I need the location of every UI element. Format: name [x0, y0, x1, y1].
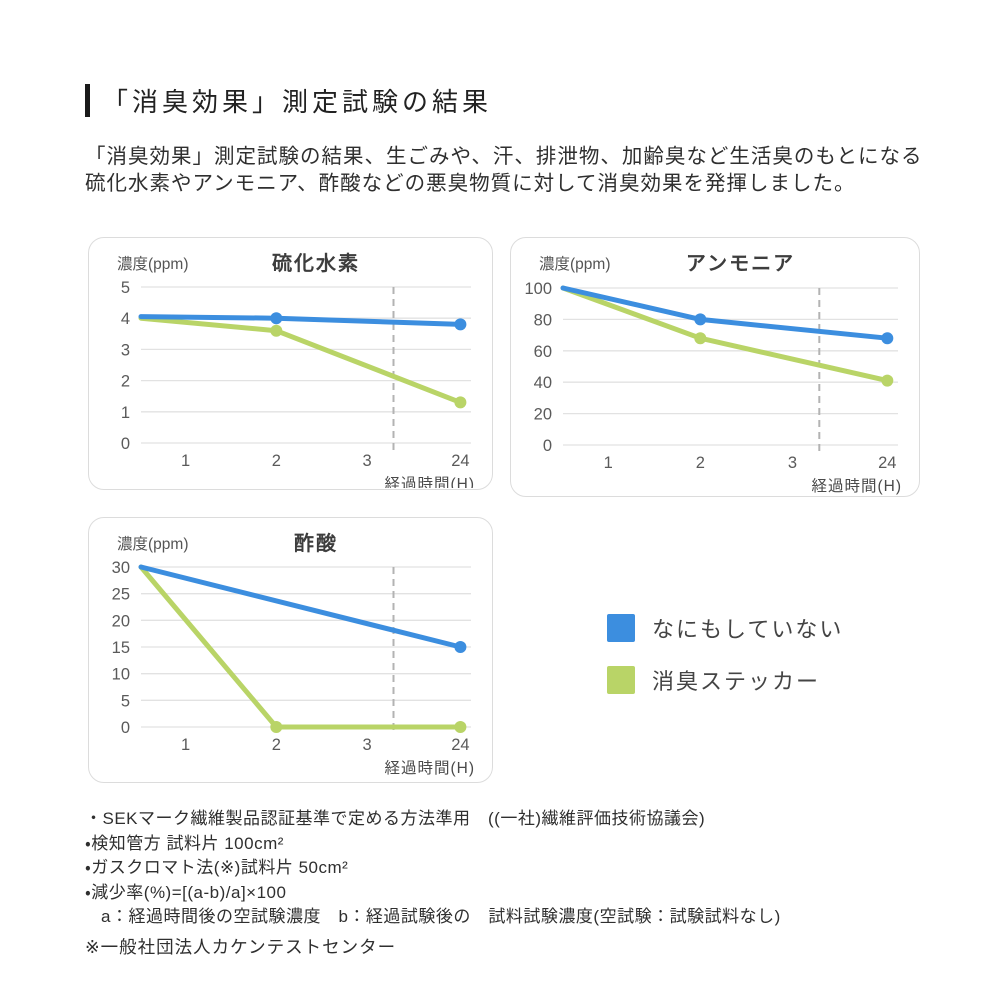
series-line [138, 564, 463, 650]
y-tick-label: 20 [534, 406, 552, 424]
chart-panel-hydrogen-sulfide: 5 4 3 2 1 0 1 2 3 24 濃度(ppm) 硫化水素経過時間(H) [88, 237, 493, 490]
page-header: 「消臭効果」測定試験の結果 [85, 82, 492, 119]
data-point-marker [881, 332, 894, 345]
x-tick-label: 1 [181, 736, 190, 754]
y-axis-unit-label: 濃度(ppm) [117, 535, 188, 553]
x-tick-label: 1 [181, 452, 190, 470]
y-tick-label: 2 [121, 373, 130, 391]
data-point-marker [454, 396, 467, 409]
chart-title: 硫化水素 [272, 251, 360, 275]
y-tick-label: 60 [534, 343, 552, 361]
chart-title: 酢酸 [294, 531, 338, 555]
data-point-marker [270, 324, 283, 337]
x-tick-label: 3 [363, 736, 372, 754]
x-tick-label: 1 [604, 454, 613, 472]
y-tick-label: 0 [543, 437, 552, 455]
x-axis-label: 経過時間(H) [811, 477, 902, 495]
footnote-line: ・SEKマーク繊維製品認証基準で定める方法準用 ((一社)繊維評価技術協議会) [85, 809, 706, 828]
page-title: 「消臭効果」測定試験の結果 [102, 87, 493, 117]
data-point-marker [881, 374, 894, 387]
legend-item-deodorant-sticker: 消臭ステッカー [607, 664, 843, 696]
y-tick-label: 1 [121, 404, 130, 422]
y-tick-label: 25 [112, 586, 130, 604]
data-point-marker [454, 641, 467, 653]
footnote-line: ・検知管方 試料片 100cm² [85, 833, 284, 853]
footnote-line: ・減少率(%)=[(a-b)/a]×100 [85, 882, 287, 902]
data-point-marker [270, 312, 283, 325]
x-tick-label: 24 [451, 452, 469, 470]
y-tick-label: 5 [121, 279, 130, 297]
chart-panel-ammonia: 100 80 60 40 20 0 1 2 3 24 濃度(ppm) アンモニア経過時間(H) [510, 237, 920, 497]
legend-label: 消臭ステッカー [652, 669, 821, 694]
y-tick-label: 15 [112, 639, 130, 657]
y-tick-label: 30 [112, 559, 130, 577]
x-axis-label: 経過時間(H) [384, 475, 475, 488]
legend-swatch-green [607, 666, 635, 694]
y-axis-unit-label: 濃度(ppm) [117, 255, 188, 273]
data-point-marker [270, 721, 283, 733]
y-tick-label: 20 [112, 612, 130, 630]
footnote-line-sub: a：経過時間後の空試験濃度 b：経過試験後の 試料試験濃度(空試験：試験試料なし… [101, 907, 781, 926]
legend-item-untreated: なにもしていない [607, 612, 843, 644]
chart-panel-acetic-acid: 30 25 20 15 10 5 0 1 2 3 24 濃度(ppm) 酢酸経過時間(H) [88, 517, 493, 783]
x-tick-label: 24 [878, 454, 896, 472]
test-center-note: ※一般社団法人カケンテストセンター [85, 937, 397, 957]
data-point-marker [694, 332, 707, 345]
intro-line-2: 硫化水素やアンモニア、酢酸などの悪臭物質に対して消臭効果を発揮しました。 [85, 172, 856, 195]
chart-title: アンモニア [686, 253, 795, 275]
x-axis-label: 経過時間(H) [384, 759, 475, 777]
y-tick-label: 10 [112, 666, 130, 684]
y-tick-label: 40 [534, 374, 552, 392]
x-tick-label: 2 [272, 736, 281, 754]
y-tick-label: 3 [121, 341, 130, 359]
series-line [138, 315, 463, 405]
title-accent-bar [85, 84, 90, 117]
legend-label: なにもしていない [652, 617, 844, 642]
footnotes: ・SEKマーク繊維製品認証基準で定める方法準用 ((一社)繊維評価技術協議会) … [85, 807, 781, 930]
x-tick-label: 24 [451, 736, 469, 754]
y-tick-label: 80 [534, 311, 552, 329]
chart-legend: なにもしていない 消臭ステッカー [607, 612, 843, 716]
y-tick-label: 0 [121, 435, 130, 453]
y-tick-label: 0 [121, 719, 130, 737]
data-point-marker [454, 721, 467, 733]
y-tick-label: 5 [121, 692, 130, 710]
intro-paragraph: 「消臭効果」測定試験の結果、生ごみや、汗、排泄物、加齢臭など生活臭のもとになる … [85, 143, 922, 197]
data-point-marker [694, 313, 707, 326]
footnote-line: ・ガスクロマト法(※)試料片 50cm² [85, 858, 349, 877]
x-tick-label: 3 [788, 454, 797, 472]
data-point-marker [454, 318, 467, 331]
series-line [560, 285, 890, 341]
y-axis-unit-label: 濃度(ppm) [539, 255, 610, 273]
y-tick-label: 4 [121, 310, 130, 328]
x-tick-label: 2 [272, 452, 281, 470]
x-tick-label: 3 [363, 452, 372, 470]
x-tick-label: 2 [696, 454, 705, 472]
y-tick-label: 100 [524, 280, 552, 298]
intro-line-1: 「消臭効果」測定試験の結果、生ごみや、汗、排泄物、加齢臭など生活臭のもとになる [85, 145, 923, 168]
legend-swatch-blue [607, 614, 635, 642]
